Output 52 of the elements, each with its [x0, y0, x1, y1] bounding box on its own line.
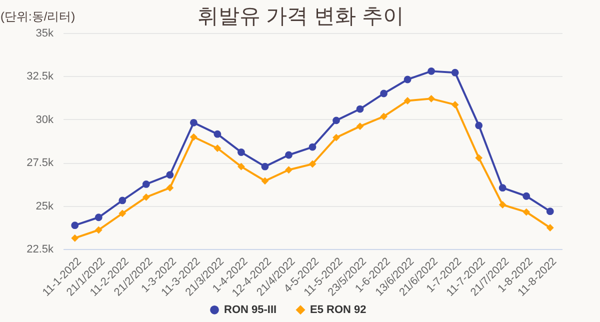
y-axis-title: (단위:동/리터) — [0, 10, 76, 24]
point — [238, 162, 245, 170]
point — [451, 68, 459, 76]
y-tick-label: 25k — [36, 200, 54, 212]
point — [498, 184, 506, 192]
point — [451, 101, 459, 108]
point — [214, 130, 222, 138]
point — [261, 177, 269, 185]
point — [238, 148, 245, 156]
point — [380, 112, 388, 120]
point — [498, 201, 506, 208]
point — [71, 222, 79, 230]
point — [190, 133, 198, 141]
point — [285, 166, 292, 174]
point — [522, 192, 530, 200]
point — [404, 97, 412, 104]
point — [332, 116, 340, 124]
chart-title: 휘발유 가격 변화 추이 — [197, 5, 404, 28]
point — [71, 234, 79, 242]
point — [380, 90, 388, 98]
point — [166, 171, 174, 179]
legend-label: RON 95-III — [224, 304, 277, 316]
point — [308, 160, 316, 168]
point — [118, 196, 126, 204]
point — [356, 122, 364, 130]
point — [475, 154, 483, 162]
point — [356, 105, 364, 113]
point — [261, 162, 269, 170]
point — [190, 118, 198, 126]
point — [546, 208, 554, 216]
point — [94, 214, 102, 222]
point — [214, 144, 222, 152]
point — [118, 210, 126, 218]
point — [522, 208, 530, 216]
point — [166, 184, 174, 192]
point — [404, 76, 412, 84]
point — [332, 134, 340, 142]
point — [428, 67, 436, 75]
point — [546, 224, 554, 232]
point — [428, 94, 436, 102]
y-tick-label: 27.5k — [26, 157, 54, 170]
point — [94, 226, 102, 234]
point — [142, 180, 150, 188]
y-tick-label: 35k — [36, 28, 54, 40]
y-tick-label: 22.5k — [26, 244, 54, 256]
y-tick-label: 32.5k — [26, 70, 54, 83]
point — [285, 151, 292, 159]
y-tick-label: 30k — [36, 114, 54, 126]
point — [475, 122, 483, 130]
point — [308, 143, 316, 151]
legend-label: E5 RON 92 — [310, 304, 366, 316]
point — [142, 193, 150, 201]
